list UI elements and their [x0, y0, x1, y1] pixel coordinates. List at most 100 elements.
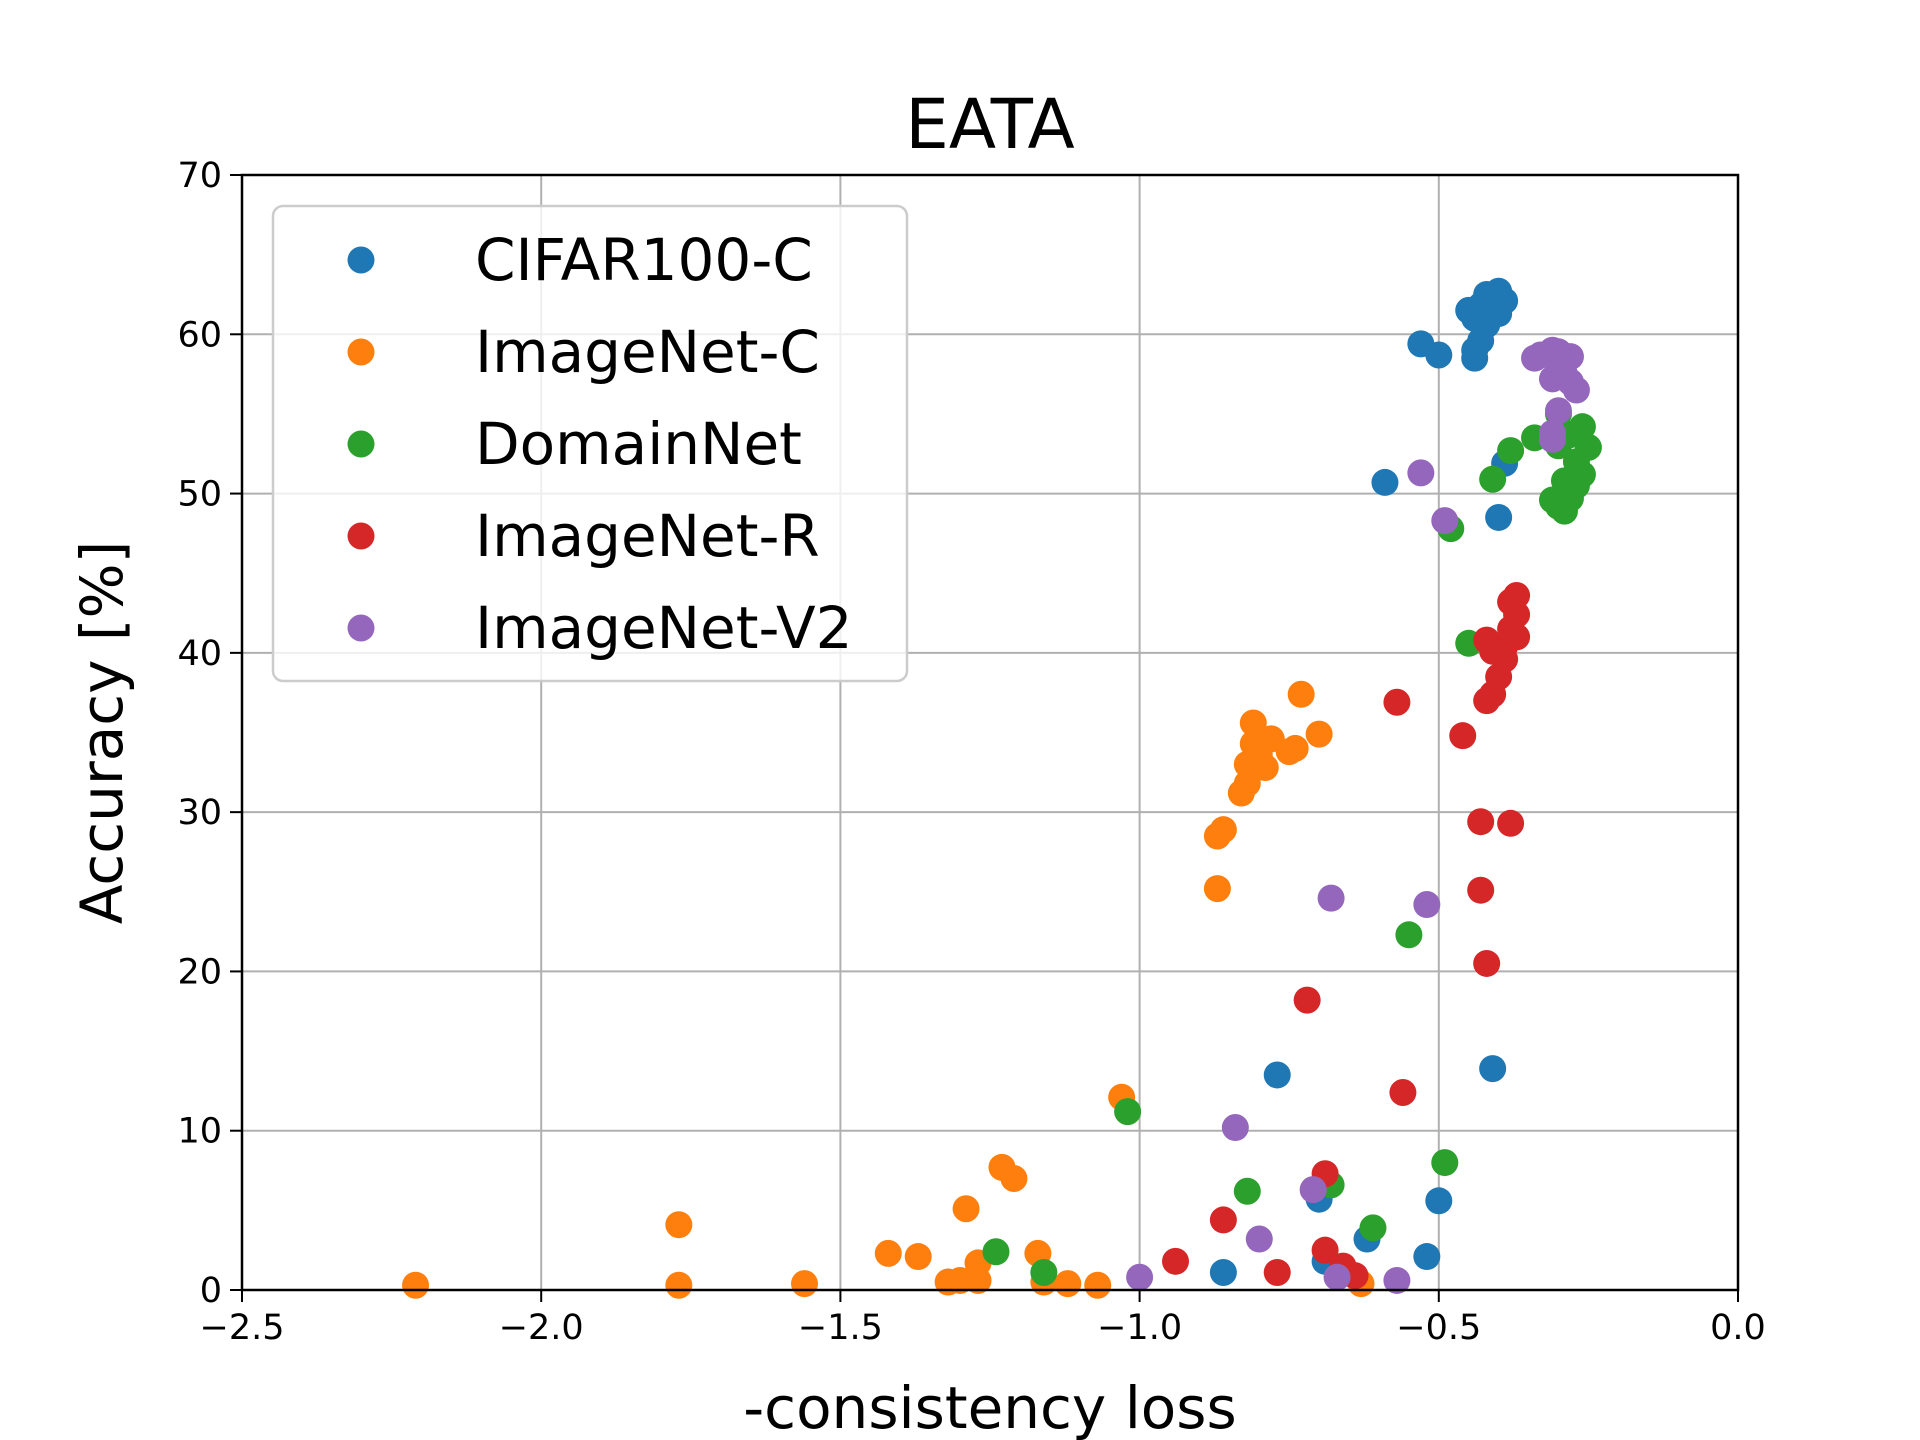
data-point: [1245, 1225, 1273, 1253]
legend-label: DomainNet: [475, 410, 802, 478]
data-point: [1239, 709, 1267, 737]
legend-marker: [347, 522, 375, 550]
data-point: [1209, 1206, 1237, 1234]
data-point: [952, 1195, 980, 1223]
x-tick-label: −1.5: [798, 1308, 883, 1348]
data-point: [1407, 459, 1435, 487]
y-tick-label: 30: [177, 793, 222, 833]
data-point: [1317, 884, 1345, 912]
data-point: [1544, 492, 1572, 520]
data-point: [982, 1238, 1010, 1266]
legend-marker: [347, 430, 375, 458]
data-point: [904, 1243, 932, 1271]
data-point: [1544, 397, 1572, 425]
data-points: [402, 277, 1602, 1299]
data-point: [1479, 465, 1507, 493]
legend-item: ImageNet-V2: [347, 594, 853, 662]
data-point: [1383, 1266, 1411, 1294]
data-point: [1299, 1176, 1327, 1204]
legend-label: ImageNet-V2: [475, 594, 853, 662]
x-tick-label: −2.0: [499, 1308, 584, 1348]
legend-item: ImageNet-R: [347, 502, 820, 570]
data-point: [1467, 808, 1495, 836]
data-point: [934, 1268, 962, 1296]
data-point: [402, 1271, 430, 1299]
legend-label: CIFAR100-C: [475, 226, 813, 294]
axis-ticks: −2.5 −2.0 −1.5 −1.0 −0.5 0.0 0 10 20 30 40 50 60 70: [177, 156, 1765, 1348]
y-tick-label: 20: [177, 952, 222, 992]
data-point: [1287, 680, 1315, 708]
x-axis-label: -consistency loss: [743, 1374, 1236, 1440]
data-point: [1263, 1061, 1291, 1089]
legend-label: ImageNet-R: [475, 502, 820, 570]
y-tick-label: 50: [177, 475, 222, 515]
data-point: [1221, 1114, 1249, 1142]
legend: CIFAR100-C ImageNet-C DomainNet ImageNet-R I…: [271, 204, 909, 683]
data-point: [1000, 1165, 1028, 1192]
data-point: [1461, 344, 1489, 372]
data-point: [1413, 891, 1441, 919]
y-tick-label: 60: [177, 315, 222, 355]
data-point: [1485, 503, 1513, 531]
data-point: [1311, 1236, 1339, 1264]
x-tick-label: 0.0: [1710, 1308, 1766, 1348]
data-point: [1425, 341, 1453, 369]
legend-item: DomainNet: [347, 410, 802, 478]
data-point: [1233, 1177, 1261, 1205]
series-imagenet-v2: [1126, 336, 1590, 1294]
data-point: [1467, 876, 1495, 904]
data-point: [1162, 1247, 1190, 1275]
data-point: [1413, 1243, 1441, 1271]
legend-marker: [347, 614, 375, 642]
data-point: [1371, 468, 1399, 496]
x-tick-label: −1.0: [1097, 1308, 1182, 1348]
data-point: [1359, 1214, 1387, 1242]
data-point: [1323, 1263, 1351, 1291]
y-axis-label: Accuracy [%]: [68, 541, 136, 925]
data-point: [1395, 921, 1423, 949]
data-point: [1497, 437, 1525, 465]
data-point: [1281, 734, 1309, 762]
data-point: [1293, 986, 1321, 1014]
data-point: [1251, 754, 1279, 782]
chart-title: EATA: [905, 85, 1074, 165]
x-tick-label: −0.5: [1396, 1308, 1481, 1348]
x-tick-label: −2.5: [200, 1308, 285, 1348]
data-point: [665, 1271, 693, 1299]
data-point: [1562, 376, 1590, 404]
y-tick-label: 40: [177, 634, 222, 674]
legend-item: ImageNet-C: [347, 318, 820, 386]
data-point: [1209, 1258, 1237, 1286]
legend-marker: [347, 338, 375, 366]
data-point: [1030, 1258, 1058, 1286]
y-tick-label: 10: [177, 1112, 222, 1152]
data-point: [1126, 1263, 1154, 1291]
data-point: [1227, 779, 1255, 807]
data-point: [964, 1266, 992, 1294]
data-point: [1479, 1055, 1507, 1083]
series-imagenet-r: [1162, 582, 1531, 1290]
data-point: [1497, 809, 1525, 837]
data-point: [1084, 1271, 1112, 1299]
y-tick-label: 0: [200, 1271, 222, 1311]
data-point: [1473, 687, 1501, 715]
data-point: [1114, 1098, 1142, 1126]
data-point: [1425, 1187, 1453, 1215]
data-point: [1263, 1258, 1291, 1286]
legend-marker: [347, 246, 375, 274]
data-point: [665, 1211, 693, 1239]
plot-frame: [240, 173, 1740, 1292]
data-point: [1538, 425, 1566, 453]
series-cifar100-c: [1209, 277, 1519, 1286]
data-point: [1203, 822, 1231, 850]
data-point: [1431, 507, 1459, 535]
legend-item: CIFAR100-C: [347, 226, 813, 294]
legend-label: ImageNet-C: [475, 318, 820, 386]
data-point: [1389, 1078, 1417, 1106]
legend-box: [271, 204, 909, 683]
data-point: [1203, 875, 1231, 903]
data-point: [1305, 720, 1333, 748]
data-point: [1473, 949, 1501, 977]
data-point: [1383, 688, 1411, 716]
